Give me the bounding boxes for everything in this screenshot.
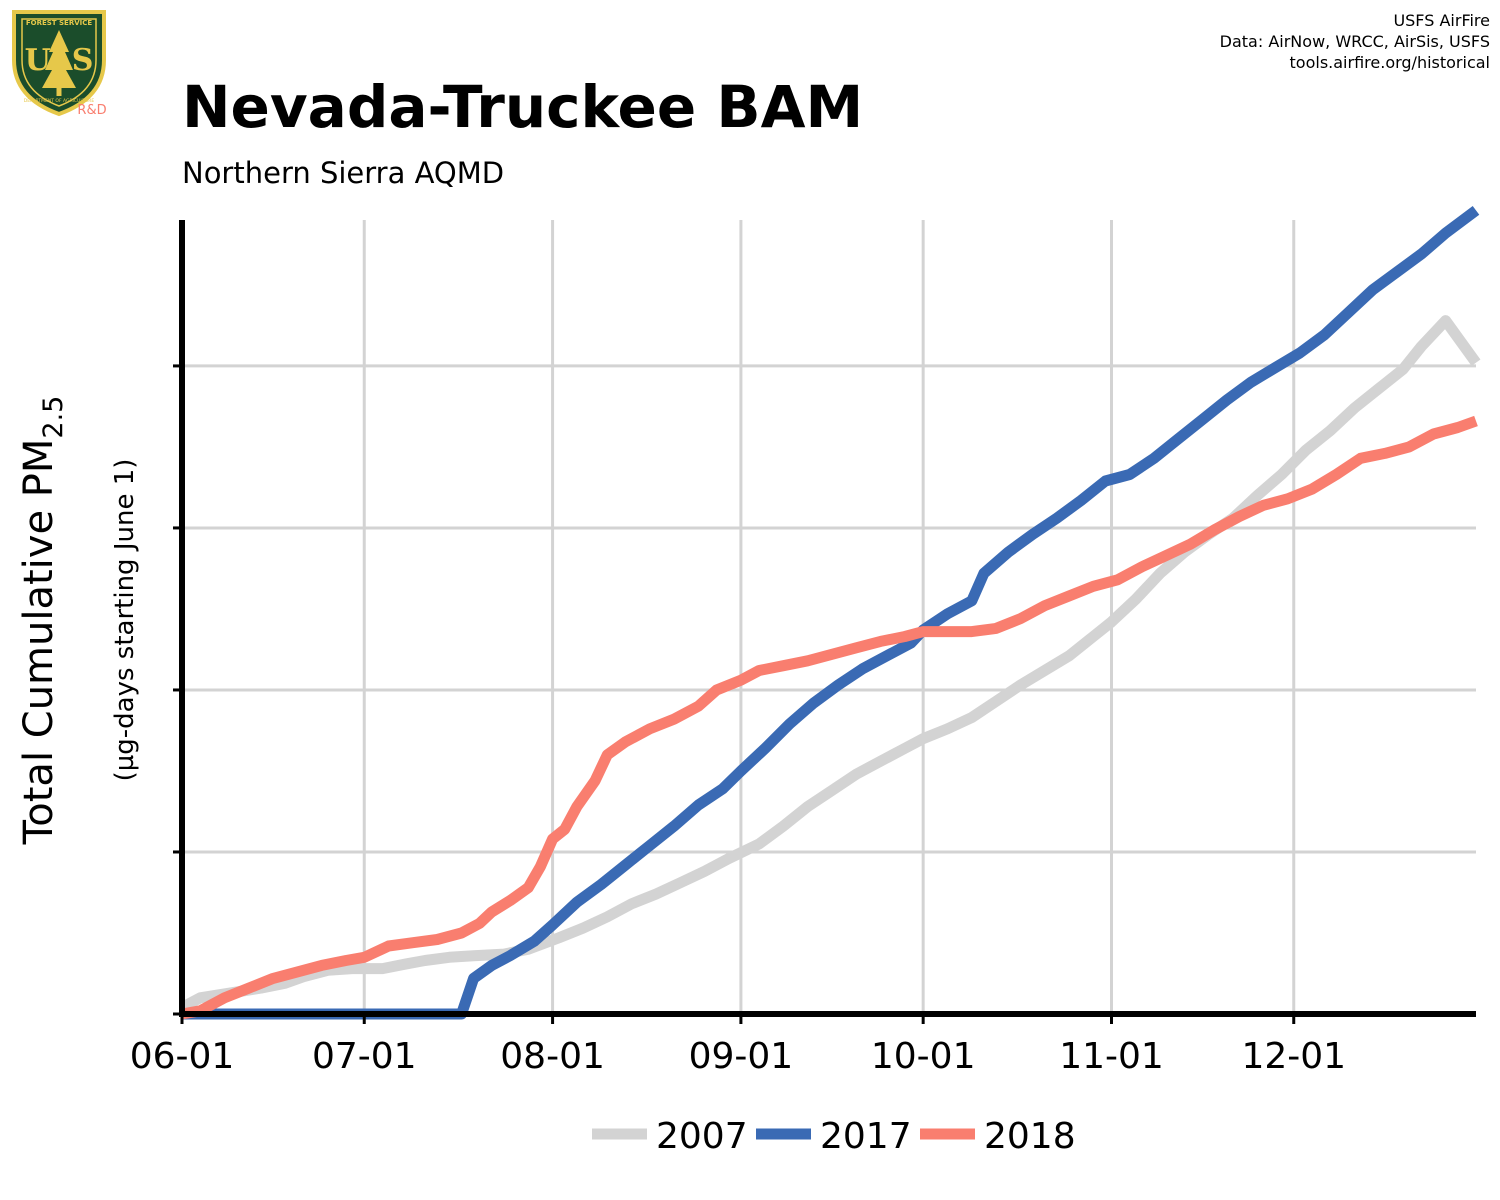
- axes: [173, 220, 1476, 1024]
- series-line-2017: [182, 205, 1480, 1020]
- grid: [182, 220, 1476, 1014]
- x-tick-label: 12-01: [1241, 1036, 1346, 1077]
- credit-line: tools.airfire.org/historical: [1289, 53, 1490, 72]
- x-tick-labels: 06-01 07-01 08-01 09-01 10-01 11-01 12-01: [130, 1036, 1346, 1077]
- svg-text:Total Cumulative PM2.5: Total Cumulative PM2.5: [16, 396, 69, 846]
- tree-icon: [42, 30, 76, 88]
- y-axis-subscript: 2.5: [38, 396, 69, 439]
- series-lines: [179, 205, 1481, 1020]
- chart-title: Nevada-Truckee BAM: [182, 73, 864, 141]
- credits: USFS AirFire Data: AirNow, WRCC, AirSis,…: [1220, 10, 1490, 73]
- x-tick-label: 11-01: [1059, 1036, 1164, 1077]
- legend-label-2018: 2018: [984, 1116, 1076, 1157]
- chart-subtitle: Northern Sierra AQMD: [182, 156, 505, 190]
- logo-bottom-text: DEPARTMENT OF AGRICULTURE: [24, 98, 95, 104]
- y-axis-label: Total Cumulative PM2.5: [16, 396, 69, 846]
- x-tick-label: 08-01: [500, 1036, 605, 1077]
- series-line-2007: [179, 315, 1481, 1013]
- legend-label-2017: 2017: [820, 1116, 912, 1157]
- usfs-logo: FOREST SERVICE U S DEPARTMENT OF AGRICUL…: [12, 10, 107, 118]
- x-tick-label: 06-01: [130, 1036, 235, 1077]
- x-tick-label: 09-01: [689, 1036, 794, 1077]
- logo-letters: U S: [25, 43, 94, 78]
- x-tick-label: 10-01: [871, 1036, 976, 1077]
- y-axis-title: Total Cumulative PM: [16, 439, 62, 846]
- series-line-2018: [181, 415, 1478, 1020]
- logo-badge: R&D: [77, 103, 106, 118]
- credit-line: USFS AirFire: [1393, 11, 1490, 30]
- legend-label-2007: 2007: [656, 1116, 748, 1157]
- credit-line: Data: AirNow, WRCC, AirSis, USFS: [1219, 32, 1490, 51]
- y-axis-units: (µg-days starting June 1): [110, 459, 140, 782]
- x-tick-label: 07-01: [312, 1036, 417, 1077]
- legend: 2007 2017 2018: [592, 1116, 1076, 1157]
- logo-top-text: FOREST SERVICE: [26, 19, 93, 27]
